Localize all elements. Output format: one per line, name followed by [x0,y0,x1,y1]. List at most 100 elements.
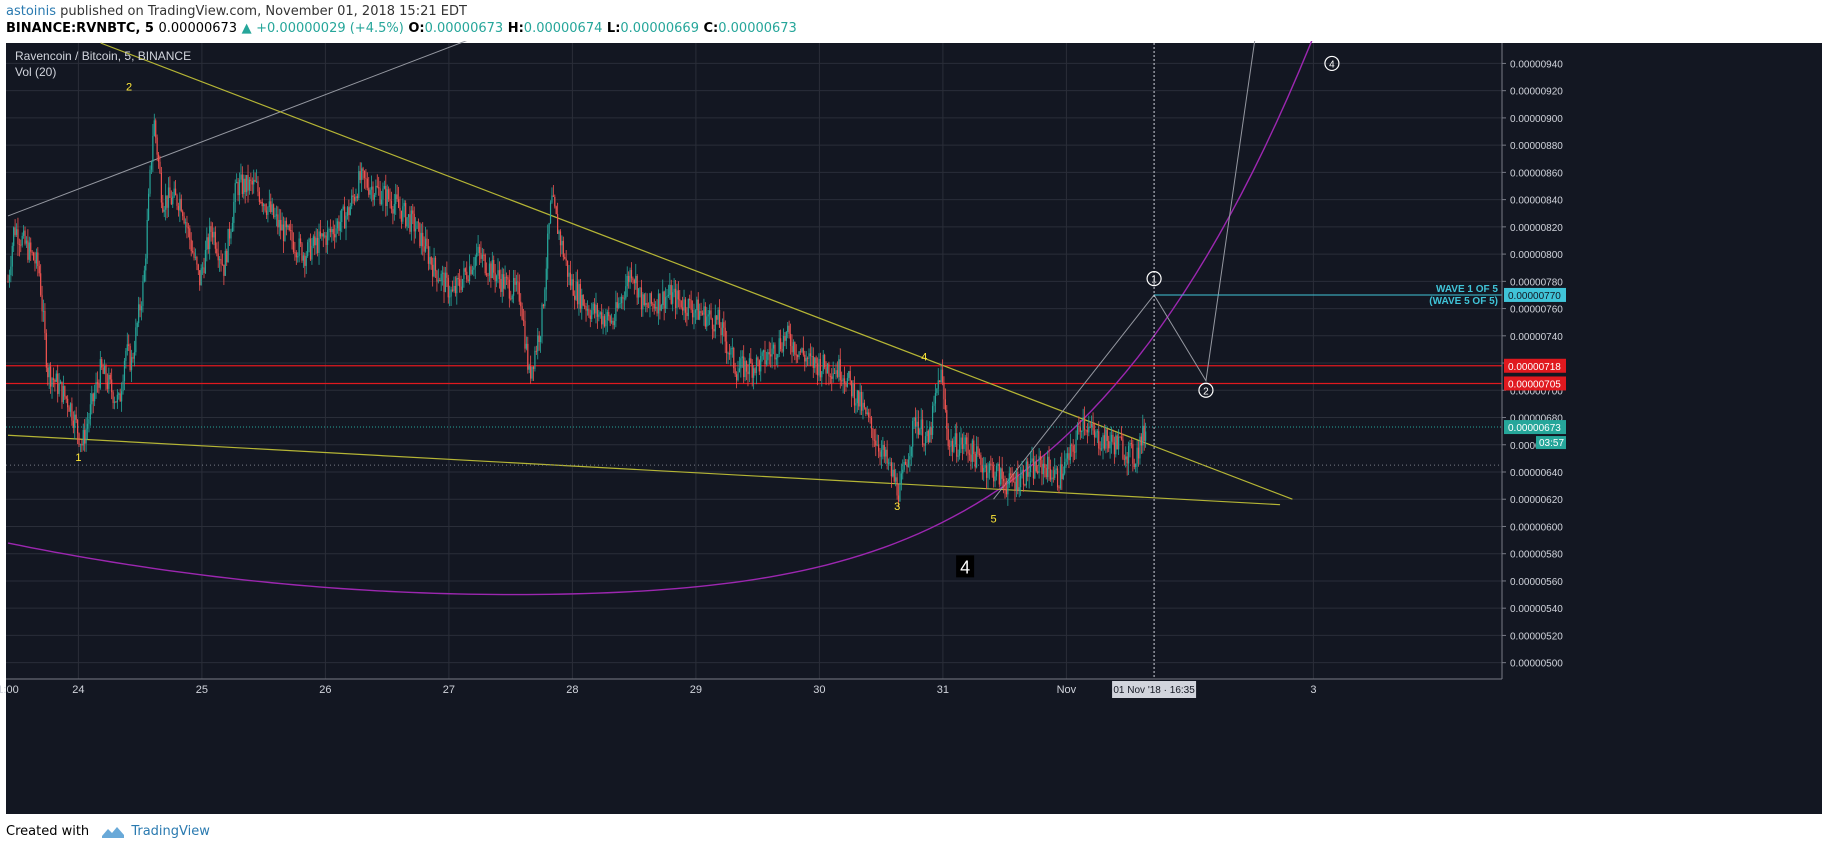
candle-body [632,278,634,281]
price-axis[interactable]: 0.00000500 0.00000520 0.00000540 0.00000560… [1501,43,1566,679]
price-change: +0.00000029 (+4.5%) [256,21,404,36]
wave-label: 3 [894,501,900,513]
candle-body [427,246,429,264]
candle-body [953,444,955,452]
candle-body [44,310,46,334]
candle-body [772,344,775,349]
candle-body [1056,468,1059,488]
candle-body [505,276,508,278]
candle-body [119,393,121,402]
candle-body [221,263,224,265]
candle-body [248,179,251,191]
candle-body [1015,472,1017,491]
candle-body [1127,446,1130,464]
candle-body [81,444,83,446]
candle-body [887,462,890,464]
candle-body [859,391,861,407]
candle-body [670,284,672,304]
time-axis[interactable]: 1:00 24 25 26 27 28 29 30 31 Nov 3 01 Nov '18 · 16:… [0,678,1502,698]
candle-body [998,463,1000,485]
candle-body [760,356,762,372]
candle-body [399,207,401,211]
candle-body [1145,431,1147,441]
candle-body [402,206,404,222]
candle-body [446,272,448,278]
x-tick-label: 31 [937,684,949,696]
candle-body [1058,487,1060,489]
candle-body [123,360,126,382]
candle-body [743,356,745,378]
candle-body [637,288,640,298]
candle-body [34,260,36,264]
candle-body [1102,435,1104,449]
candle-body [1042,463,1044,475]
candle-body [845,383,847,387]
candle-body [109,374,111,380]
candle-body [548,223,550,234]
candle-body [267,207,269,215]
candle-body [920,419,922,430]
candle-body [538,335,540,343]
candle-body [984,464,986,468]
candle-body [21,235,23,246]
candle-body [521,306,523,320]
candle-body [261,201,263,207]
candle-body [613,320,616,326]
last-price-text: 0.00000673 [1508,423,1561,434]
candle-body [858,390,860,407]
candle-body [848,371,850,378]
candle-body [795,354,797,356]
candle-body [192,251,194,253]
up-arrow-icon: ▲ [241,21,252,36]
candle-body [855,403,857,406]
candle-body [913,417,915,421]
candle-body [457,278,459,280]
candle-body [1045,467,1047,478]
candle-body [713,329,715,332]
candle-body [934,392,937,404]
candle-body [954,433,956,445]
candle-body [148,193,150,220]
candle-body [1041,460,1043,475]
price-label-box [1504,358,1566,373]
candle-body [361,168,363,180]
candle-body [473,267,475,270]
candle-body [200,268,202,286]
candle-body [527,343,529,370]
candle-body [416,221,418,229]
candle-body [102,367,104,374]
chart-legend-title: Ravencoin / Bitcoin, 5, BINANCE [15,49,191,63]
candle-body [439,280,441,282]
candle-body [768,352,770,355]
candle-body [246,174,248,193]
candle-body [35,252,38,264]
candle-body [447,277,449,298]
candle-body [480,252,482,259]
trendline-descending [100,42,1293,500]
candle-body [62,386,64,403]
candle-body [443,272,445,293]
candle-body [757,357,759,361]
candle-body [336,221,339,229]
candle-body [993,465,995,482]
volume-legend: Vol (20) [15,65,56,79]
candle-body [272,204,275,218]
candle-body [893,469,895,482]
candle-body [263,204,265,207]
candle-body [59,381,62,384]
symbol-label: BINANCE:RVNBTC, 5 [6,21,154,36]
candle-body [322,233,324,237]
candle-body [995,465,998,477]
author-link[interactable]: astoinis [6,4,57,19]
candle-body [201,267,204,269]
candle-body [125,350,127,361]
tradingview-link[interactable]: TradingView [131,824,210,839]
candle-body [281,224,283,231]
candle-body [557,214,559,234]
candle-body [325,235,327,245]
candle-body [558,231,560,234]
y-tick-label: 0.00000600 [1510,522,1563,533]
y-tick-label: 0.00000760 [1510,305,1563,316]
candle-body [352,195,354,198]
